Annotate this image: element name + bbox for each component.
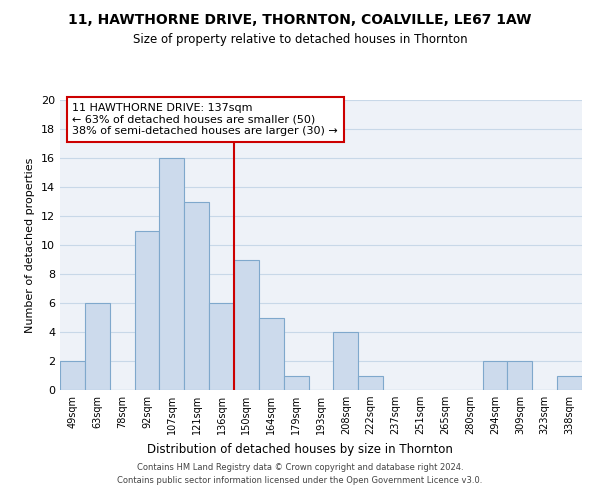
Y-axis label: Number of detached properties: Number of detached properties <box>25 158 35 332</box>
Text: Contains HM Land Registry data © Crown copyright and database right 2024.
Contai: Contains HM Land Registry data © Crown c… <box>118 464 482 485</box>
Bar <box>508 361 532 390</box>
Bar <box>557 376 582 390</box>
Text: Distribution of detached houses by size in Thornton: Distribution of detached houses by size … <box>147 442 453 456</box>
Bar <box>358 376 383 390</box>
Bar <box>85 303 110 390</box>
Text: 11, HAWTHORNE DRIVE, THORNTON, COALVILLE, LE67 1AW: 11, HAWTHORNE DRIVE, THORNTON, COALVILLE… <box>68 12 532 26</box>
Text: Size of property relative to detached houses in Thornton: Size of property relative to detached ho… <box>133 32 467 46</box>
Bar <box>160 158 184 390</box>
Bar <box>234 260 259 390</box>
Bar <box>134 230 160 390</box>
Bar <box>334 332 358 390</box>
Bar <box>259 318 284 390</box>
Bar <box>209 303 234 390</box>
Bar <box>284 376 308 390</box>
Text: 11 HAWTHORNE DRIVE: 137sqm
← 63% of detached houses are smaller (50)
38% of semi: 11 HAWTHORNE DRIVE: 137sqm ← 63% of deta… <box>73 103 338 136</box>
Bar <box>184 202 209 390</box>
Bar <box>60 361 85 390</box>
Bar <box>482 361 508 390</box>
